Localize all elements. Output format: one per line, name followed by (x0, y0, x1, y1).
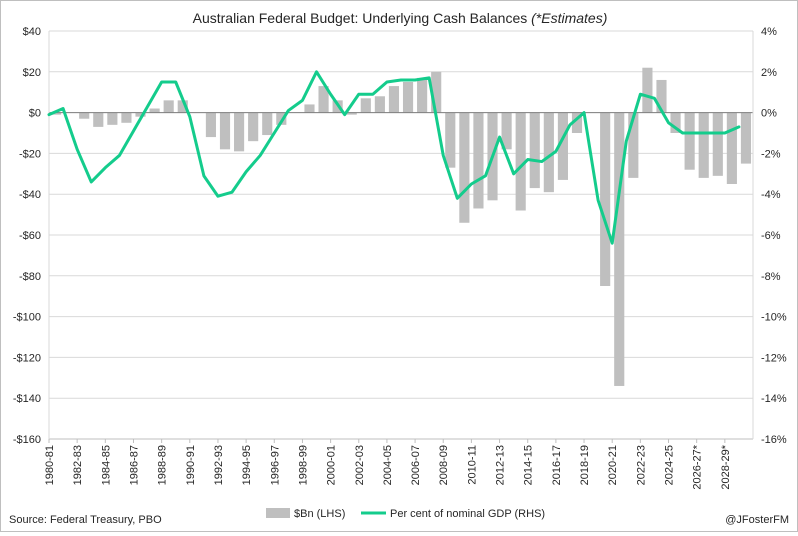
left-tick-label: -$100 (13, 312, 41, 324)
bar (614, 113, 624, 386)
x-tick-label: 1992-93 (213, 445, 225, 485)
right-axis-ticks: 4% 2% 0% -2% -4% -6% -8% -10% -12% -14% -16% (761, 26, 787, 446)
bar (107, 113, 117, 125)
x-tick-label: 2028-29* (720, 444, 732, 489)
legend-bar-swatch (266, 508, 290, 518)
bar (164, 100, 174, 112)
chart-title-main: Australian Federal Budget: Underlying Ca… (193, 10, 528, 26)
x-tick-label: 2014-15 (523, 445, 535, 485)
bar (459, 113, 469, 223)
x-tick-label: 2008-09 (438, 445, 450, 485)
right-tick-label: -4% (761, 189, 781, 201)
x-tick-label: 1990-91 (185, 445, 197, 485)
x-tick-label: 1980-81 (44, 445, 56, 485)
x-tick-label: 2026-27* (692, 444, 704, 489)
x-tick-label: 2018-19 (579, 445, 591, 485)
x-tick-label: 1996-97 (269, 445, 281, 485)
bar (150, 109, 160, 113)
bar (248, 113, 258, 142)
left-tick-label: -$140 (13, 393, 41, 405)
bar (600, 113, 610, 286)
right-tick-label: -12% (761, 352, 787, 364)
bar (121, 113, 131, 123)
source-note: Source: Federal Treasury, PBO (9, 514, 162, 526)
left-tick-label: -$40 (19, 189, 41, 201)
legend-label-line: Per cent of nominal GDP (RHS) (390, 508, 545, 520)
bar (262, 113, 272, 135)
right-tick-label: 2% (761, 67, 777, 79)
right-tick-label: -16% (761, 434, 787, 446)
bar (417, 78, 427, 113)
bar (699, 113, 709, 178)
x-tick-label: 1982-83 (72, 445, 84, 485)
right-tick-label: -10% (761, 312, 787, 324)
bar-series (51, 68, 751, 386)
x-tick-label: 1986-87 (128, 445, 140, 485)
right-tick-label: -8% (761, 271, 781, 283)
bar (473, 113, 483, 209)
bar (375, 96, 385, 112)
left-tick-label: -$80 (19, 271, 41, 283)
right-tick-label: -6% (761, 230, 781, 242)
legend: $Bn (LHS) Per cent of nominal GDP (RHS) (266, 508, 545, 520)
bar (304, 104, 314, 112)
x-tick-label: 2002-03 (354, 445, 366, 485)
right-tick-label: -14% (761, 393, 787, 405)
bar (642, 68, 652, 113)
right-tick-label: 4% (761, 26, 777, 38)
x-tick-label: 2022-23 (635, 445, 647, 485)
bar (685, 113, 695, 170)
left-tick-label: $20 (23, 67, 41, 79)
x-tick-label: 1998-99 (297, 445, 309, 485)
left-tick-label: $0 (29, 108, 41, 120)
right-tick-label: -2% (761, 148, 781, 160)
bar (727, 113, 737, 184)
bar (713, 113, 723, 176)
x-axis-ticks: 1980-81 1982-83 1984-85 1986-87 1988-89 1990-… (44, 439, 732, 490)
x-tick-label: 2024-25 (664, 445, 676, 485)
left-axis-ticks: $40 $20 $0 -$20 -$40 -$60 -$80 -$100 -$120 -$140 -… (13, 26, 41, 446)
chart-title: Australian Federal Budget: Underlying Ca… (193, 10, 608, 26)
x-tick-label: 2010-11 (466, 445, 478, 485)
x-tick-label: 2004-05 (382, 445, 394, 485)
left-tick-label: $40 (23, 26, 41, 38)
x-tick-label: 2006-07 (410, 445, 422, 485)
bar (361, 98, 371, 112)
right-tick-label: 0% (761, 108, 777, 120)
x-tick-label: 1994-95 (241, 445, 253, 485)
credit-handle: @JFosterFM (725, 514, 789, 526)
bar (389, 86, 399, 113)
left-tick-label: -$160 (13, 434, 41, 446)
bar (445, 113, 455, 168)
left-tick-label: -$20 (19, 148, 41, 160)
bar (403, 82, 413, 113)
bar (530, 113, 540, 188)
left-tick-label: -$120 (13, 352, 41, 364)
left-tick-label: -$60 (19, 230, 41, 242)
x-tick-label: 1984-85 (100, 445, 112, 485)
legend-label-bars: $Bn (LHS) (294, 508, 345, 520)
chart-title-suffix: (*Estimates) (531, 10, 607, 26)
bar (741, 113, 751, 164)
bar (234, 113, 244, 152)
x-tick-label: 2000-01 (326, 445, 338, 485)
bar (220, 113, 230, 150)
x-tick-label: 2016-17 (551, 445, 563, 485)
bar (79, 113, 89, 119)
x-tick-label: 2012-13 (495, 445, 507, 485)
bar (93, 113, 103, 127)
x-tick-label: 1988-89 (157, 445, 169, 485)
bar (206, 113, 216, 137)
x-tick-label: 2020-21 (607, 445, 619, 485)
